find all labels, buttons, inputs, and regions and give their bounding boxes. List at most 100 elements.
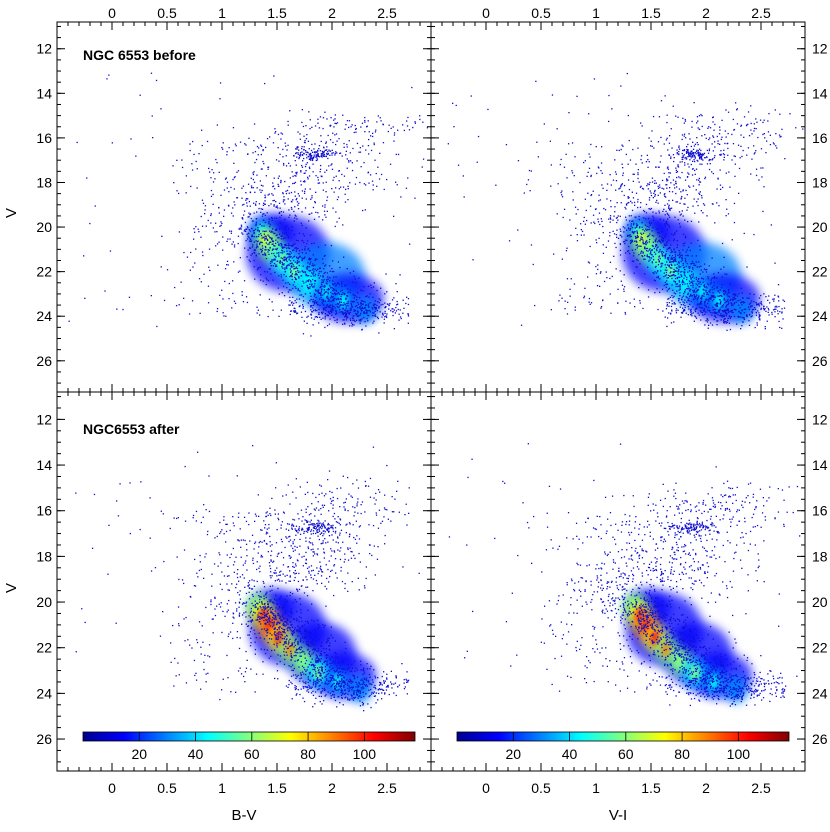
star-point <box>679 271 682 273</box>
star-point <box>284 625 286 627</box>
star-point <box>294 181 297 184</box>
star-point <box>341 293 343 296</box>
star-point <box>356 315 359 317</box>
star-point <box>682 190 684 192</box>
star-point <box>300 180 302 182</box>
star-point <box>349 289 351 291</box>
star-point <box>246 202 248 204</box>
star-point <box>678 145 680 147</box>
star-point <box>631 260 634 262</box>
star-point <box>230 212 233 214</box>
star-point <box>353 691 355 693</box>
star-point <box>285 265 288 267</box>
star-point <box>672 199 674 201</box>
star-point <box>295 152 297 155</box>
star-point <box>598 212 601 214</box>
star-point <box>315 269 318 272</box>
star-point <box>619 270 621 272</box>
star-point <box>685 189 687 192</box>
star-point <box>688 155 690 157</box>
star-point <box>696 122 698 124</box>
star-point <box>299 271 301 273</box>
star-point <box>628 201 630 204</box>
star-point <box>657 246 659 248</box>
star-point <box>684 283 686 285</box>
star-point <box>320 296 322 299</box>
star-point <box>767 311 769 313</box>
star-point <box>312 158 314 160</box>
star-point <box>294 276 296 278</box>
star-point <box>605 271 607 273</box>
star-point <box>316 301 318 303</box>
star-point <box>160 108 162 110</box>
star-point <box>743 116 746 118</box>
star-point <box>737 300 739 302</box>
star-point <box>583 216 585 219</box>
star-point <box>397 153 400 156</box>
star-point <box>278 627 280 629</box>
star-point <box>608 94 610 97</box>
star-point <box>651 262 654 264</box>
star-point <box>627 197 629 199</box>
star-point <box>262 616 265 619</box>
star-point <box>400 317 402 320</box>
star-point <box>708 168 711 171</box>
star-point <box>447 143 449 145</box>
star-point <box>693 264 695 266</box>
star-point <box>323 304 325 306</box>
star-point <box>304 657 306 659</box>
star-point <box>698 151 700 154</box>
star-point <box>680 304 682 306</box>
star-point <box>291 266 293 268</box>
star-point <box>278 293 280 295</box>
star-point <box>267 315 269 318</box>
star-point <box>645 243 647 246</box>
star-point <box>303 149 305 151</box>
star-point <box>706 156 708 158</box>
star-point <box>290 653 292 655</box>
star-point <box>662 238 665 240</box>
star-point <box>348 161 350 163</box>
star-point <box>724 310 726 313</box>
star-point <box>314 275 316 277</box>
star-point <box>754 308 757 311</box>
star-point <box>781 327 783 329</box>
star-point <box>620 148 622 151</box>
star-point <box>649 224 651 226</box>
star-point <box>682 304 684 306</box>
star-point <box>639 245 641 247</box>
star-point <box>340 295 342 298</box>
star-point <box>290 310 292 312</box>
star-point <box>587 192 589 194</box>
star-point <box>674 303 676 305</box>
star-point <box>759 319 761 321</box>
star-point <box>312 272 315 274</box>
star-point <box>328 669 330 672</box>
star-point <box>589 303 591 305</box>
star-point <box>346 120 349 122</box>
star-point <box>716 135 718 138</box>
star-point <box>712 172 714 175</box>
star-point <box>185 175 187 177</box>
star-point <box>633 201 636 204</box>
star-point <box>411 86 413 89</box>
star-point <box>361 300 363 302</box>
star-point <box>286 225 288 227</box>
star-point <box>257 154 259 156</box>
star-point <box>294 206 296 208</box>
star-point <box>284 258 286 261</box>
star-point <box>210 214 212 217</box>
star-point <box>277 241 279 243</box>
star-point <box>283 164 285 166</box>
star-point <box>368 131 370 133</box>
star-point <box>156 325 158 328</box>
star-point <box>731 303 733 305</box>
star-point <box>320 286 322 288</box>
star-point <box>748 297 750 299</box>
star-point <box>329 304 331 306</box>
star-point <box>695 296 697 298</box>
star-point <box>295 266 298 268</box>
star-point <box>695 189 697 191</box>
star-point <box>366 125 368 127</box>
star-point <box>384 306 387 309</box>
